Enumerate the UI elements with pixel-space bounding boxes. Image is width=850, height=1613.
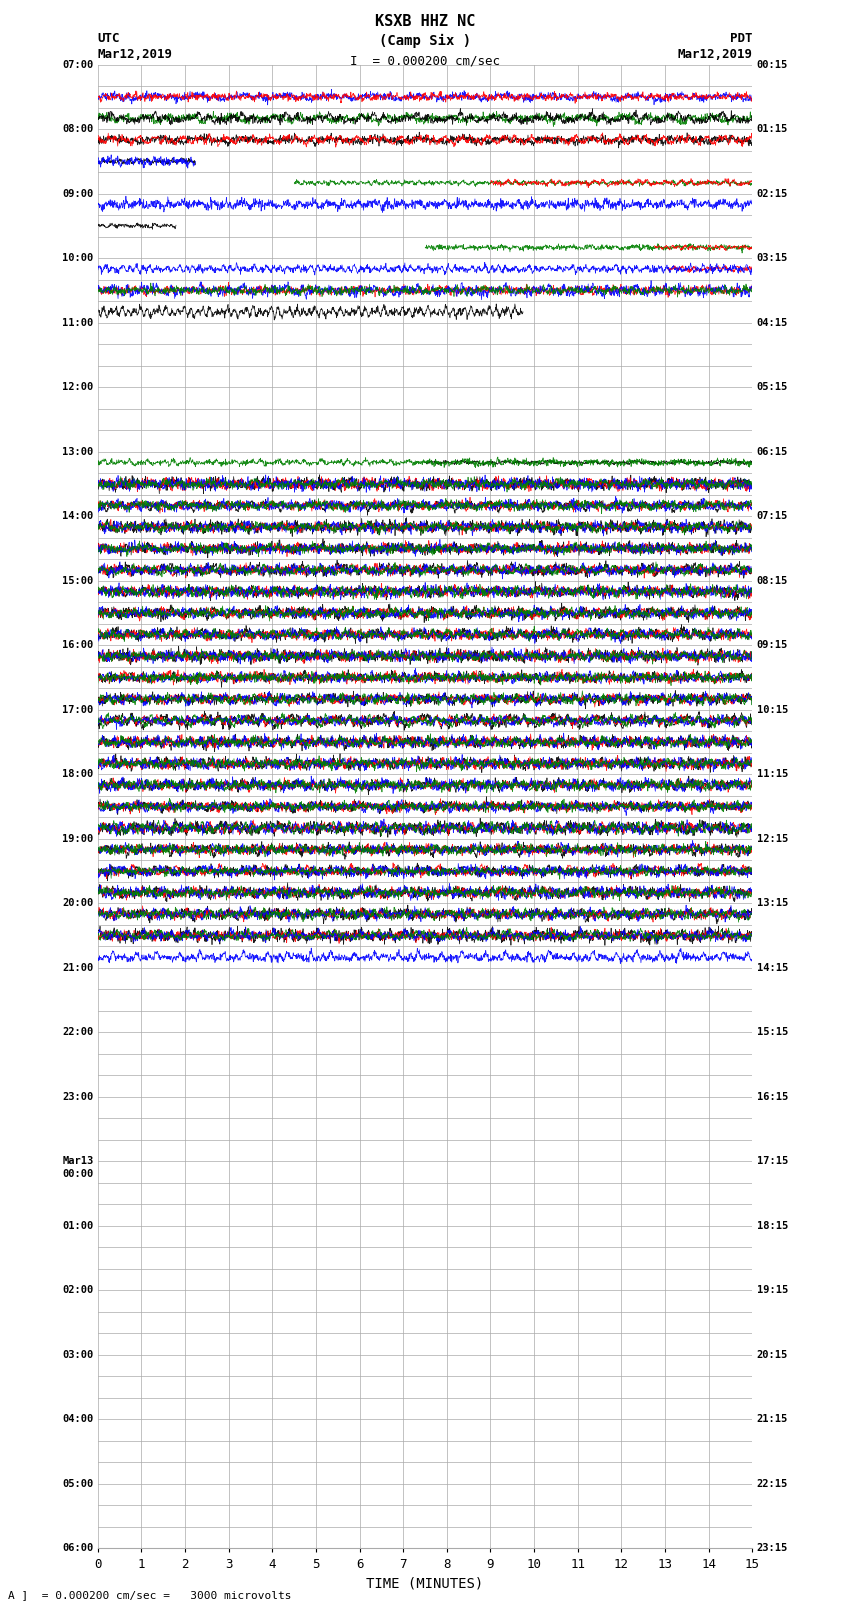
Text: 13:15: 13:15 (756, 898, 788, 908)
Text: 14:15: 14:15 (756, 963, 788, 973)
Text: KSXB HHZ NC: KSXB HHZ NC (375, 15, 475, 29)
Text: 02:00: 02:00 (62, 1286, 94, 1295)
X-axis label: TIME (MINUTES): TIME (MINUTES) (366, 1576, 484, 1590)
Text: 05:15: 05:15 (756, 382, 788, 392)
Text: 06:00: 06:00 (62, 1544, 94, 1553)
Text: 06:15: 06:15 (756, 447, 788, 456)
Text: I  = 0.000200 cm/sec: I = 0.000200 cm/sec (350, 55, 500, 68)
Text: (Camp Six ): (Camp Six ) (379, 34, 471, 48)
Text: 14:00: 14:00 (62, 511, 94, 521)
Text: 12:00: 12:00 (62, 382, 94, 392)
Text: 07:15: 07:15 (756, 511, 788, 521)
Text: 21:15: 21:15 (756, 1415, 788, 1424)
Text: 22:00: 22:00 (62, 1027, 94, 1037)
Text: A ]  = 0.000200 cm/sec =   3000 microvolts: A ] = 0.000200 cm/sec = 3000 microvolts (8, 1590, 292, 1600)
Text: 22:15: 22:15 (756, 1479, 788, 1489)
Text: 12:15: 12:15 (756, 834, 788, 844)
Text: 04:15: 04:15 (756, 318, 788, 327)
Text: 08:00: 08:00 (62, 124, 94, 134)
Text: 01:15: 01:15 (756, 124, 788, 134)
Text: 11:00: 11:00 (62, 318, 94, 327)
Text: Mar12,2019: Mar12,2019 (677, 48, 752, 61)
Text: 09:00: 09:00 (62, 189, 94, 198)
Text: 15:15: 15:15 (756, 1027, 788, 1037)
Text: 04:00: 04:00 (62, 1415, 94, 1424)
Text: 21:00: 21:00 (62, 963, 94, 973)
Text: 03:15: 03:15 (756, 253, 788, 263)
Text: 17:15: 17:15 (756, 1157, 788, 1166)
Text: 16:00: 16:00 (62, 640, 94, 650)
Text: 05:00: 05:00 (62, 1479, 94, 1489)
Text: 09:15: 09:15 (756, 640, 788, 650)
Text: 18:15: 18:15 (756, 1221, 788, 1231)
Text: 00:00: 00:00 (62, 1169, 94, 1179)
Text: 08:15: 08:15 (756, 576, 788, 586)
Text: 23:15: 23:15 (756, 1544, 788, 1553)
Text: 20:00: 20:00 (62, 898, 94, 908)
Text: Mar13: Mar13 (62, 1157, 94, 1166)
Text: 17:00: 17:00 (62, 705, 94, 715)
Text: 18:00: 18:00 (62, 769, 94, 779)
Text: 01:00: 01:00 (62, 1221, 94, 1231)
Text: 16:15: 16:15 (756, 1092, 788, 1102)
Text: 15:00: 15:00 (62, 576, 94, 586)
Text: PDT: PDT (730, 32, 752, 45)
Text: 23:00: 23:00 (62, 1092, 94, 1102)
Text: 19:15: 19:15 (756, 1286, 788, 1295)
Text: 20:15: 20:15 (756, 1350, 788, 1360)
Text: 19:00: 19:00 (62, 834, 94, 844)
Text: 02:15: 02:15 (756, 189, 788, 198)
Text: 10:00: 10:00 (62, 253, 94, 263)
Text: UTC: UTC (98, 32, 120, 45)
Text: 10:15: 10:15 (756, 705, 788, 715)
Text: Mar12,2019: Mar12,2019 (98, 48, 173, 61)
Text: 00:15: 00:15 (756, 60, 788, 69)
Text: 11:15: 11:15 (756, 769, 788, 779)
Text: 03:00: 03:00 (62, 1350, 94, 1360)
Text: 07:00: 07:00 (62, 60, 94, 69)
Text: 13:00: 13:00 (62, 447, 94, 456)
